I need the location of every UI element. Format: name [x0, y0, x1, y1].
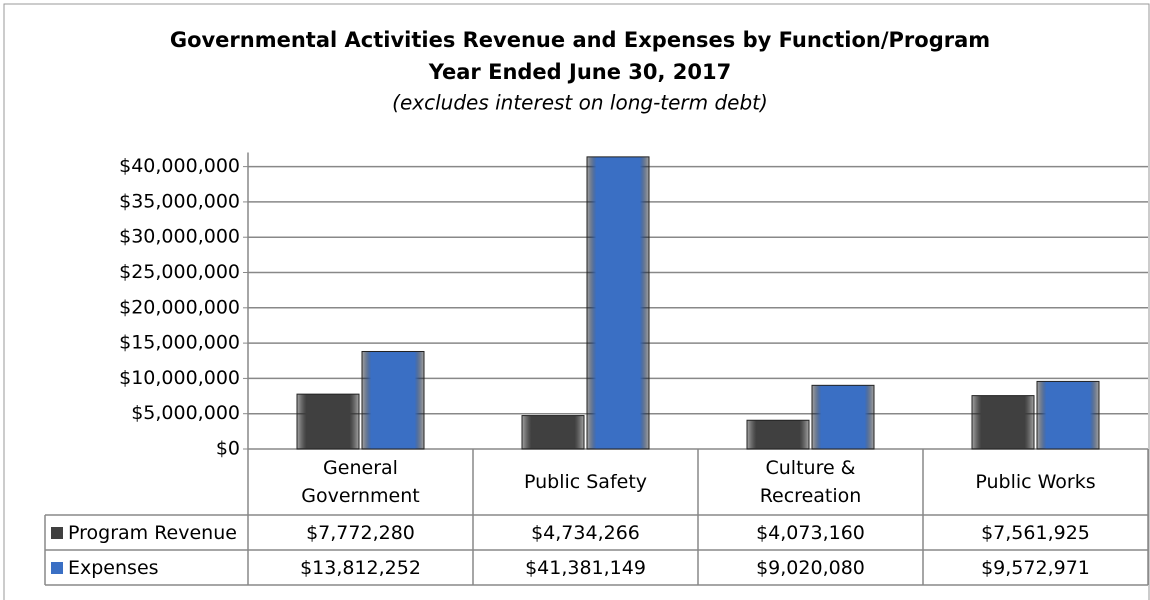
data-label: $4,734,266 [531, 521, 640, 544]
legend-label: Expenses [68, 556, 159, 579]
x-tick-label: General Government [301, 457, 420, 507]
y-tick-label: $40,000,000 [119, 155, 240, 177]
data-label: $7,772,280 [306, 521, 415, 544]
data-label: $41,381,149 [525, 556, 646, 579]
data-label: $9,020,080 [756, 556, 865, 579]
chart-border [3, 3, 1150, 600]
legend-swatch [51, 561, 63, 574]
y-tick-label: $15,000,000 [119, 332, 240, 354]
legend-entry: Program Revenue [45, 515, 248, 550]
y-tick-label: $10,000,000 [119, 367, 240, 389]
legend-label: Program Revenue [68, 521, 237, 544]
bar [296, 393, 360, 450]
x-tick-label: Culture & Recreation [759, 457, 862, 507]
x-tick-label: Public Safety [523, 471, 648, 493]
y-tick-label: $25,000,000 [119, 261, 240, 283]
y-tick-label: $35,000,000 [119, 190, 240, 212]
data-label: $13,812,252 [300, 556, 421, 579]
y-tick-label: $30,000,000 [119, 226, 240, 248]
bar [361, 350, 425, 450]
bar [811, 384, 875, 450]
bar [971, 395, 1035, 450]
y-tick-label: $5,000,000 [131, 402, 240, 424]
bar [1036, 380, 1100, 450]
data-label: $7,561,925 [981, 521, 1090, 544]
legend-entry: Expenses [45, 550, 248, 585]
bar [746, 419, 810, 450]
chart-title: Governmental Activities Revenue and Expe… [170, 28, 990, 52]
data-label: $9,572,971 [981, 556, 1090, 579]
x-tick-label: Public Works [975, 471, 1096, 493]
chart-subtitle: Year Ended June 30, 2017 [428, 60, 732, 84]
bar [521, 415, 585, 450]
bar [586, 156, 650, 450]
chart-note: (excludes interest on long-term debt) [392, 91, 768, 115]
data-label: $4,073,160 [756, 521, 865, 544]
legend-swatch [51, 526, 63, 539]
y-tick-label: $20,000,000 [119, 296, 240, 318]
y-tick-label: $0 [216, 438, 240, 460]
